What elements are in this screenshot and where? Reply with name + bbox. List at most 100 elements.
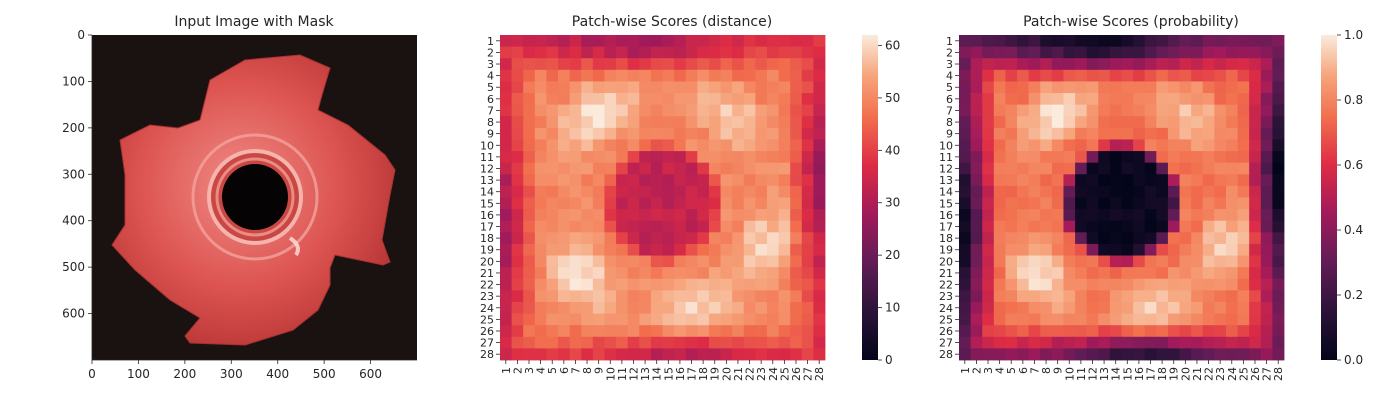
heatmap-cell	[616, 336, 629, 349]
heatmap-cell	[801, 313, 814, 326]
heatmap-cell	[650, 290, 663, 303]
heatmap-cell	[1156, 209, 1169, 222]
heatmap-cell	[616, 151, 629, 164]
heatmap-cell	[1237, 348, 1250, 361]
heatmap-cell	[1133, 46, 1146, 59]
heatmap-cell	[674, 185, 687, 198]
heatmap-cell	[1063, 46, 1076, 59]
heatmap-cell	[546, 46, 559, 59]
heatmap-cell	[1225, 116, 1238, 129]
heatmap-cell	[1086, 232, 1099, 245]
heatmap-cell	[1040, 174, 1053, 187]
row-tick-label: 21	[480, 267, 494, 280]
heatmap-cell	[1167, 278, 1180, 291]
heatmap-cell	[1249, 139, 1262, 152]
heatmap-cell	[1144, 139, 1157, 152]
heatmap-cell	[523, 185, 536, 198]
heatmap-cell	[546, 104, 559, 117]
heatmap-cell	[732, 151, 745, 164]
heatmap-cell	[500, 151, 513, 164]
heatmap-cell	[581, 35, 594, 48]
heatmap-cell	[627, 290, 640, 303]
heatmap-cell	[1109, 46, 1122, 59]
heatmap-cell	[1214, 139, 1227, 152]
row-tick-label: 4	[487, 70, 494, 83]
heatmap-cell	[604, 232, 617, 245]
heatmap-cell	[1040, 267, 1053, 280]
heatmap-cell	[1144, 185, 1157, 198]
heatmap-cell	[511, 209, 524, 222]
heatmap-cell	[1109, 35, 1122, 48]
heatmap-cell	[1028, 255, 1041, 268]
heatmap-cell	[766, 197, 779, 210]
heatmap-cell	[959, 58, 972, 71]
heatmap-cell	[1005, 348, 1018, 361]
heatmap-cell	[546, 197, 559, 210]
heatmap-cell	[1040, 278, 1053, 291]
heatmap-cell	[604, 139, 617, 152]
heatmap-cell	[813, 255, 826, 268]
heatmap-cell	[685, 197, 698, 210]
heatmap-cell	[1098, 348, 1111, 361]
heatmap-cell	[1260, 174, 1273, 187]
heatmap-cell	[523, 46, 536, 59]
row-tick-label: 11	[939, 151, 953, 164]
heatmap-cell	[1191, 139, 1204, 152]
heatmap-cell	[732, 104, 745, 117]
heatmap-cell	[743, 116, 756, 129]
heatmap-cell	[766, 116, 779, 129]
heatmap-cell	[1237, 290, 1250, 303]
heatmap-cell	[959, 127, 972, 140]
heatmap-cell	[523, 232, 536, 245]
heatmap-cell	[1040, 185, 1053, 198]
heatmap-cell	[500, 325, 513, 338]
heatmap-cell	[801, 325, 814, 338]
heatmap-cell	[766, 278, 779, 291]
heatmap-cell	[1133, 127, 1146, 140]
heatmap-cell	[1040, 290, 1053, 303]
heatmap-cell	[581, 197, 594, 210]
heatmap-cell	[604, 35, 617, 48]
heatmap-cell	[732, 325, 745, 338]
heatmap-cell	[1272, 232, 1285, 245]
heatmap-cell	[790, 209, 803, 222]
heatmap-cell	[1086, 93, 1099, 106]
heatmap-cell	[1017, 278, 1030, 291]
heatmap-cell	[1191, 325, 1204, 338]
heatmap-cell	[959, 81, 972, 94]
heatmap-cell	[1191, 81, 1204, 94]
heatmap-cell	[993, 301, 1006, 314]
heatmap-cell	[766, 220, 779, 233]
heatmap-cell	[755, 69, 768, 82]
heatmap-cell	[1086, 348, 1099, 361]
heatmap-cell	[639, 58, 652, 71]
heatmap-cell	[1063, 290, 1076, 303]
heatmap-cell	[523, 348, 536, 361]
heatmap-cell	[970, 313, 983, 326]
heatmap-cell	[1249, 185, 1262, 198]
heatmap-cell	[1075, 278, 1088, 291]
heatmap-cell	[1051, 58, 1064, 71]
heatmap-cell	[674, 81, 687, 94]
heatmap-cell	[1179, 348, 1192, 361]
heatmap-cell	[1109, 336, 1122, 349]
heatmap-cell	[546, 93, 559, 106]
heatmap-cell	[1167, 220, 1180, 233]
heatmap-cell	[1121, 232, 1134, 245]
heatmap-cell	[662, 197, 675, 210]
heatmap-cell	[755, 278, 768, 291]
heatmap-cell	[970, 127, 983, 140]
heatmap-cell	[639, 267, 652, 280]
heatmap-cell	[650, 348, 663, 361]
heatmap-cell	[993, 46, 1006, 59]
col-tick-labels: 1234567891011121314151617181920212223242…	[959, 360, 1285, 381]
heatmap-cell	[720, 197, 733, 210]
x-tick-label: 300	[220, 367, 243, 381]
heatmap-cell	[581, 232, 594, 245]
heatmap-cell	[639, 313, 652, 326]
heatmap-cell	[1144, 325, 1157, 338]
heatmap-cell	[1005, 232, 1018, 245]
heatmap-cell	[639, 116, 652, 129]
heatmap-cell	[1272, 336, 1285, 349]
heatmap-cell	[1167, 232, 1180, 245]
